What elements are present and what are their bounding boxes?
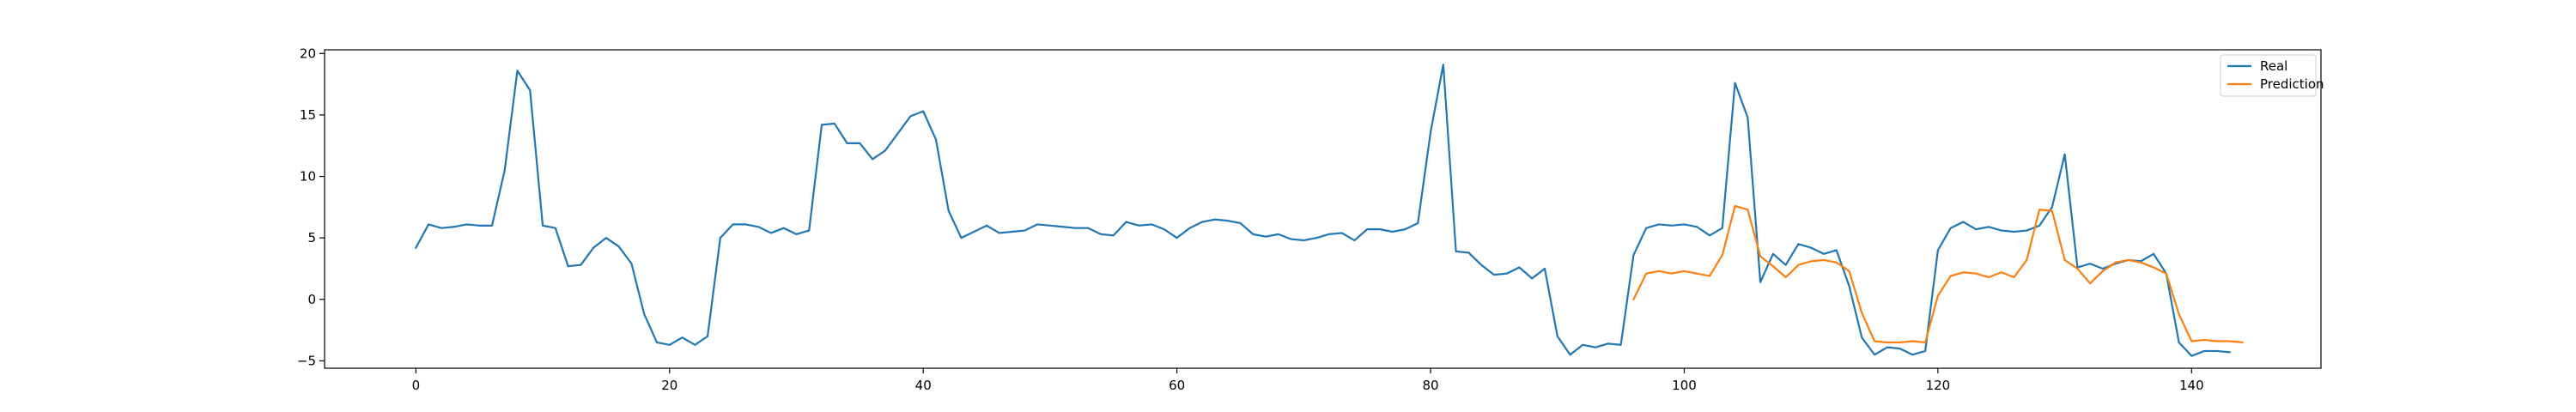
x-axis: 0 20 40 60 80 100 120 140 (412, 368, 2204, 393)
y-tick-label: 20 (300, 45, 316, 61)
x-tick-label: 80 (1423, 378, 1439, 393)
axes-frame (324, 49, 2322, 369)
legend: Real Prediction (2220, 54, 2324, 97)
y-axis: −5 0 5 10 15 20 (297, 45, 325, 368)
x-tick-label: 40 (915, 378, 932, 393)
plot-area (324, 49, 2322, 369)
series-layer (414, 64, 2244, 357)
legend-label-prediction: Prediction (2260, 76, 2324, 92)
legend-label-real: Real (2260, 58, 2287, 74)
x-tick-label: 120 (1926, 378, 1951, 393)
y-tick-label: 0 (307, 292, 316, 307)
y-tick-label: 15 (300, 107, 316, 123)
y-tick-label: −5 (297, 353, 316, 368)
x-tick-label: 100 (1672, 378, 1697, 393)
y-tick-label: 5 (307, 230, 316, 245)
x-tick-label: 0 (412, 378, 421, 393)
x-tick-label: 140 (2179, 378, 2204, 393)
x-tick-label: 60 (1169, 378, 1185, 393)
y-tick-label: 10 (300, 169, 316, 185)
x-tick-label: 20 (661, 378, 677, 393)
series-line-prediction (1631, 204, 2244, 344)
